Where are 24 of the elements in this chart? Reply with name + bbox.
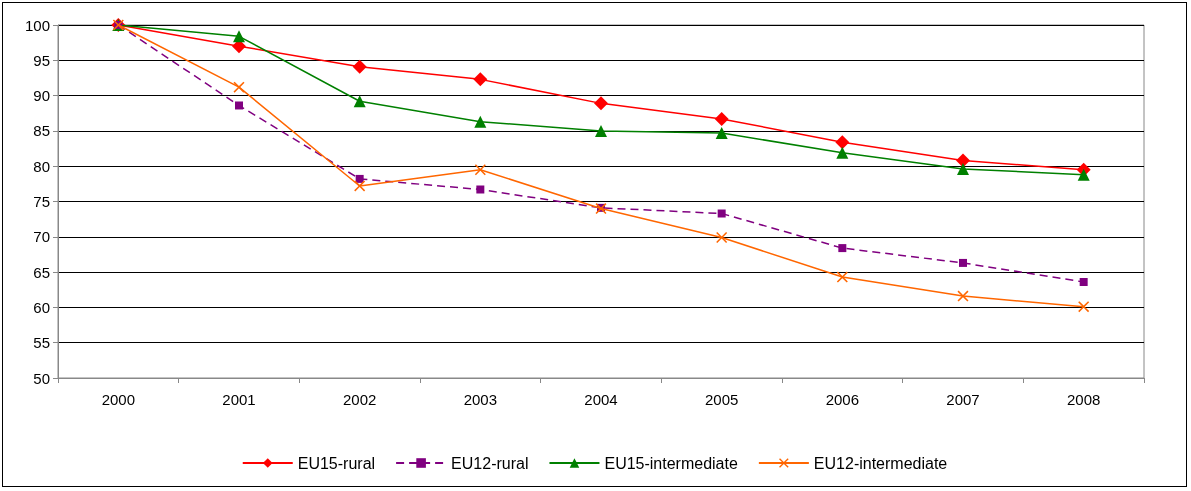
y-tick-label: 85 xyxy=(33,122,50,140)
y-tick-label: 70 xyxy=(33,228,50,246)
legend-label: EU15-intermediate xyxy=(604,454,738,472)
x-tick-label: 2001 xyxy=(222,391,256,408)
x-tick-label: 2007 xyxy=(946,391,980,408)
y-tick-label: 65 xyxy=(33,263,50,281)
y-tick-label: 55 xyxy=(33,334,50,352)
y-tick-label: 100 xyxy=(24,16,50,34)
y-tick-label: 50 xyxy=(33,369,50,387)
x-tick-label: 2008 xyxy=(1066,391,1101,408)
x-tick-label: 2002 xyxy=(342,391,377,408)
y-tick-label: 95 xyxy=(33,51,50,69)
legend-label: EU12-intermediate xyxy=(813,454,948,472)
x-tick-label: 2006 xyxy=(825,391,860,408)
y-tick-label: 90 xyxy=(33,87,50,105)
x-tick-label: 2000 xyxy=(101,391,136,408)
y-tick-label: 80 xyxy=(33,157,50,175)
legend-label: EU12-rural xyxy=(451,454,529,472)
x-tick-label: 2005 xyxy=(704,391,739,408)
legend-label: EU15-rural xyxy=(297,454,376,472)
y-tick-label: 60 xyxy=(33,298,50,316)
x-tick-label: 2003 xyxy=(463,391,498,408)
y-tick-label: 75 xyxy=(33,193,50,210)
x-tick-label: 2004 xyxy=(584,391,618,408)
